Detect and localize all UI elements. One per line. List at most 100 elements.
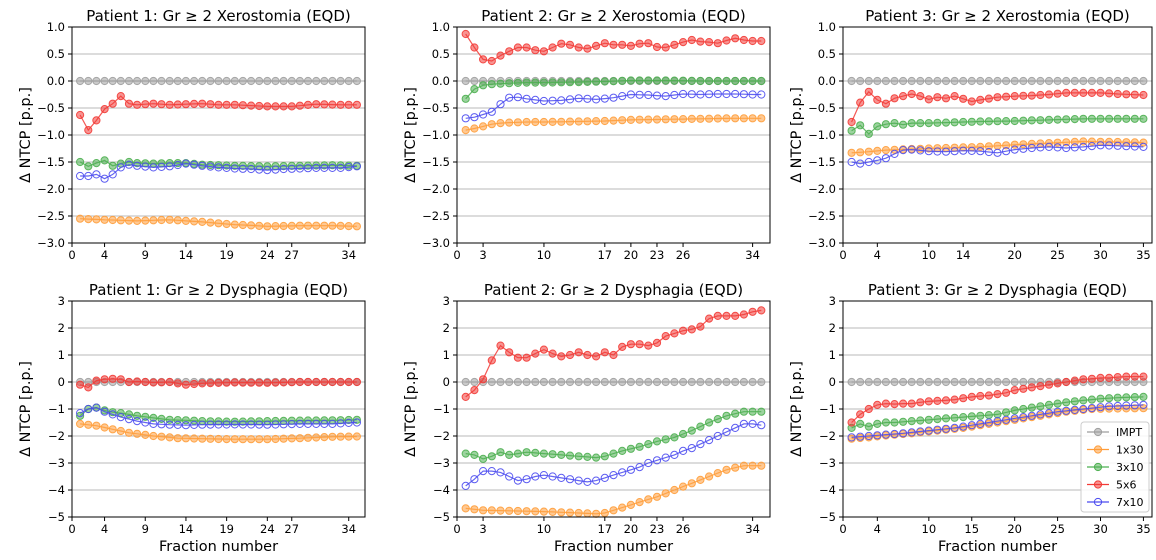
data-point-5x6 [76,380,85,389]
series-1x30 [847,137,1148,157]
data-point-5x6 [461,392,470,401]
x-tick-label: 30 [1093,522,1108,536]
x-tick-label: 14 [956,248,971,262]
data-point-7x10 [687,90,696,99]
data-point-7x10 [748,90,757,99]
data-point-7x10 [864,431,873,441]
chart-panel-1: −3.0 −2.5 −2.0 −1.5 −1.0 −0.5 0.0 0.5 1.0 0 4 9 14 19… [18,7,366,262]
data-point-5x6 [976,391,985,401]
data-point-7x10 [907,145,916,154]
data-point-IMPT [600,377,609,387]
data-point-3x10 [76,411,85,420]
data-point-7x10 [461,114,470,123]
data-point-1x30 [505,506,514,515]
data-point-1x30 [531,117,540,127]
data-point-1x30 [238,435,247,444]
data-point-IMPT [1019,377,1028,387]
data-point-5x6 [993,390,1002,399]
data-point-5x6 [687,325,696,334]
data-point-7x10 [959,422,968,431]
data-point-5x6 [1019,384,1028,393]
data-point-7x10 [230,420,239,429]
data-point-7x10 [984,418,994,427]
data-point-1x30 [336,221,345,230]
data-point-7x10 [320,419,329,428]
data-point-3x10 [881,418,891,427]
data-point-3x10 [696,76,705,86]
series-5x6 [461,29,766,66]
data-point-7x10 [1096,141,1105,150]
data-point-IMPT [1010,377,1019,387]
y-tick-label: 0.0 [47,74,65,88]
data-point-5x6 [1002,92,1011,101]
data-point-5x6 [644,341,653,350]
data-point-IMPT [1130,76,1139,86]
data-point-IMPT [713,377,722,387]
data-point-3x10 [687,426,696,435]
series-line-7x10 [851,144,1144,165]
data-point-7x10 [739,419,749,428]
data-point-IMPT [214,76,223,86]
data-point-3x10 [626,76,636,85]
data-point-5x6 [652,338,662,347]
data-point-IMPT [907,76,916,86]
data-point-1x30 [652,115,662,124]
data-point-3x10 [713,415,722,424]
data-point-7x10 [873,431,882,440]
y-tick-label: −2.5 [37,209,65,223]
data-point-IMPT [933,377,942,387]
data-point-1x30 [600,508,609,518]
data-point-IMPT [722,377,731,387]
y-tick-label: −2.0 [808,182,836,196]
data-point-7x10 [881,154,891,163]
data-point-1x30 [522,117,531,127]
chart-title: Patient 1: Gr ≥ 2 Xerostomia (EQD) [86,7,351,25]
data-point-1x30 [222,435,231,444]
data-point-1x30 [652,492,662,501]
data-point-5x6 [565,350,575,360]
data-point-3x10 [967,412,976,421]
data-point-7x10 [287,164,296,173]
data-point-1x30 [847,148,856,157]
data-point-1x30 [583,117,592,126]
data-point-1x30 [548,507,557,516]
data-point-1x30 [626,115,636,125]
data-point-3x10 [600,452,609,461]
series-1x30 [461,114,766,135]
data-point-IMPT [1002,76,1011,86]
data-point-1x30 [247,221,256,230]
data-point-1x30 [279,434,288,443]
data-point-IMPT [924,377,933,387]
data-point-3x10 [679,76,688,85]
data-point-7x10 [1139,400,1148,409]
data-point-5x6 [907,89,916,99]
data-point-1x30 [352,432,361,441]
data-point-5x6 [320,100,329,109]
data-point-IMPT [847,76,856,86]
y-tick-label: 1.0 [432,20,450,34]
data-point-3x10 [539,449,549,458]
data-point-IMPT [950,76,959,86]
data-point-5x6 [856,98,865,107]
data-point-5x6 [352,377,361,387]
series-3x10 [461,76,766,103]
data-point-5x6 [279,378,288,387]
data-point-7x10 [731,89,740,99]
data-point-IMPT [531,377,540,387]
y-tick-label: 1.0 [818,20,836,34]
data-point-5x6 [124,377,134,387]
data-point-3x10 [609,449,618,458]
data-point-5x6 [238,101,247,110]
data-point-7x10 [214,163,223,172]
data-point-IMPT [644,377,653,387]
x-tick-label: 10 [537,248,552,262]
data-point-5x6 [247,101,256,110]
data-point-5x6 [198,379,207,388]
y-tick-label: −1.5 [808,155,836,169]
data-point-7x10 [336,419,345,428]
x-tick-label: 3 [479,522,486,536]
data-point-1x30 [679,482,688,491]
data-point-7x10 [312,163,321,172]
data-point-3x10 [303,161,313,170]
data-point-5x6 [1019,91,1028,100]
